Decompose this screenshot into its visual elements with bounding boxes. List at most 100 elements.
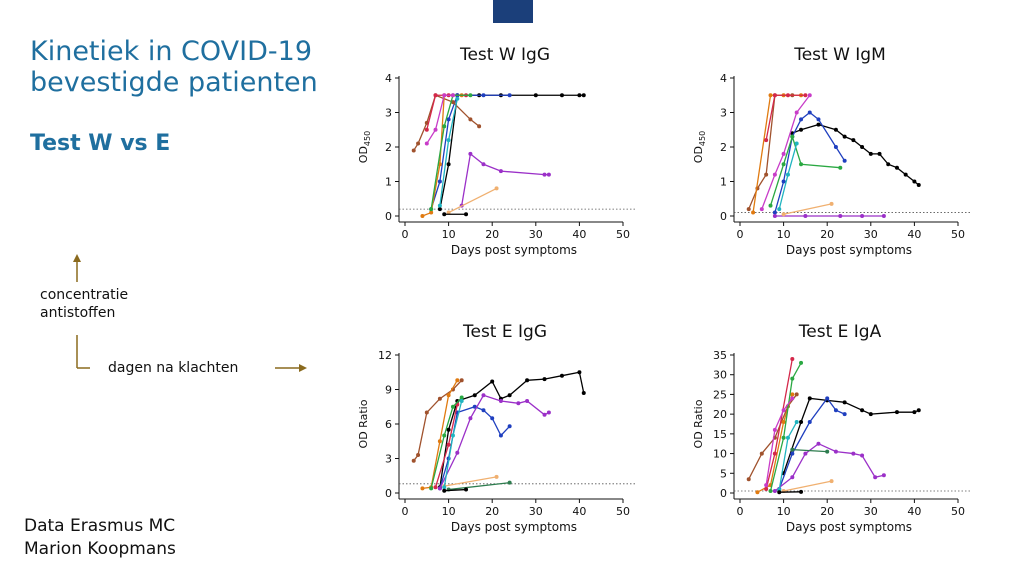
data-point: [490, 416, 495, 421]
data-point: [838, 165, 843, 170]
data-point: [759, 451, 764, 456]
x-tick-label: 20: [820, 228, 834, 241]
data-point: [764, 172, 769, 177]
data-point: [799, 420, 804, 425]
y-tick-label: 0: [385, 487, 392, 500]
data-point: [807, 93, 812, 98]
data-point: [751, 210, 756, 215]
chart-e-iga: Test E IgA 0 5 10 15 20 25 30 35 0 10 20 30 40 50 Days …: [692, 322, 970, 534]
data-point: [877, 151, 882, 156]
data-point: [803, 93, 808, 98]
x-tick-label: 30: [529, 228, 543, 241]
data-point: [498, 399, 503, 403]
data-point: [472, 393, 477, 398]
data-point: [477, 124, 482, 129]
data-point: [860, 408, 865, 413]
data-point: [420, 486, 425, 491]
chart-title: Test W IgG: [459, 45, 550, 65]
data-point: [807, 110, 812, 115]
data-point: [881, 214, 886, 218]
series-line: [765, 94, 806, 141]
data-point: [424, 410, 429, 415]
data-point: [455, 378, 460, 383]
data-point: [772, 489, 777, 494]
data-point: [833, 449, 838, 454]
data-point: [559, 93, 564, 98]
data-point: [424, 141, 429, 146]
data-point: [803, 451, 808, 456]
data-point: [525, 399, 530, 403]
data-point: [481, 93, 486, 98]
x-tick-label: 50: [951, 228, 965, 241]
data-point: [446, 162, 451, 167]
data-point: [851, 451, 856, 456]
data-point: [912, 179, 917, 184]
series-line: [439, 371, 585, 488]
data-point: [916, 182, 921, 187]
credit: Data Erasmus MC Marion Koopmans: [24, 515, 176, 561]
data-point: [411, 458, 416, 463]
data-point: [468, 93, 473, 98]
data-point: [894, 165, 899, 170]
data-point: [546, 410, 551, 415]
data-point: [437, 439, 442, 444]
series-line: [765, 397, 793, 486]
data-point: [420, 214, 425, 218]
data-point: [542, 172, 547, 177]
chart-title: Test E IgG: [462, 322, 547, 342]
y-tick-label: 0: [720, 210, 727, 223]
y-axis-label: OD450: [692, 131, 707, 163]
series-line: [426, 94, 467, 130]
series-line: [448, 187, 497, 214]
data-point: [781, 408, 786, 413]
data-point: [437, 486, 442, 491]
data-point: [494, 186, 499, 191]
data-point: [446, 442, 451, 447]
data-point: [860, 145, 865, 149]
data-point: [468, 151, 473, 156]
x-tick-label: 30: [864, 228, 878, 241]
chart-title: Test W IgM: [793, 45, 886, 65]
credit-line2: Marion Koopmans: [24, 539, 176, 559]
series-line: [769, 362, 802, 492]
slide-title: Kinetiek in COVID-19 bevestigde patiente…: [30, 36, 318, 98]
chart-e-igg: Test E IgG 0 3 6 9 12 0 10 20 30 40 50 Days post sym…: [357, 322, 635, 534]
right-arrow-icon: [299, 364, 307, 372]
data-point: [437, 179, 442, 184]
data-point: [442, 124, 447, 129]
data-point: [903, 172, 908, 177]
data-point: [433, 485, 438, 490]
data-point: [577, 370, 582, 375]
y-tick-label: 4: [385, 72, 392, 85]
data-point: [455, 96, 460, 101]
series-line: [430, 94, 510, 210]
y-tick-label: 30: [713, 369, 727, 382]
data-point: [755, 490, 760, 495]
data-point: [816, 117, 821, 122]
data-point: [507, 480, 512, 485]
data-point: [825, 449, 830, 454]
data-point: [868, 412, 873, 417]
data-point: [446, 210, 451, 215]
series-line: [448, 482, 510, 491]
data-point: [768, 93, 773, 98]
data-point: [424, 127, 429, 132]
data-point: [785, 93, 790, 98]
data-point: [886, 162, 891, 167]
data-point: [481, 162, 486, 167]
data-point: [464, 487, 469, 492]
data-point: [790, 396, 795, 401]
data-point: [507, 424, 512, 429]
y-tick-label: 35: [713, 349, 727, 362]
data-point: [781, 212, 786, 217]
data-point: [464, 212, 469, 217]
data-point: [842, 158, 847, 163]
series-line: [783, 480, 832, 492]
data-point: [777, 207, 782, 212]
x-tick-label: 40: [907, 228, 921, 241]
y-tick-label: 0: [385, 210, 392, 223]
series-line: [426, 94, 453, 144]
data-point: [790, 376, 795, 381]
data-point: [768, 489, 773, 494]
